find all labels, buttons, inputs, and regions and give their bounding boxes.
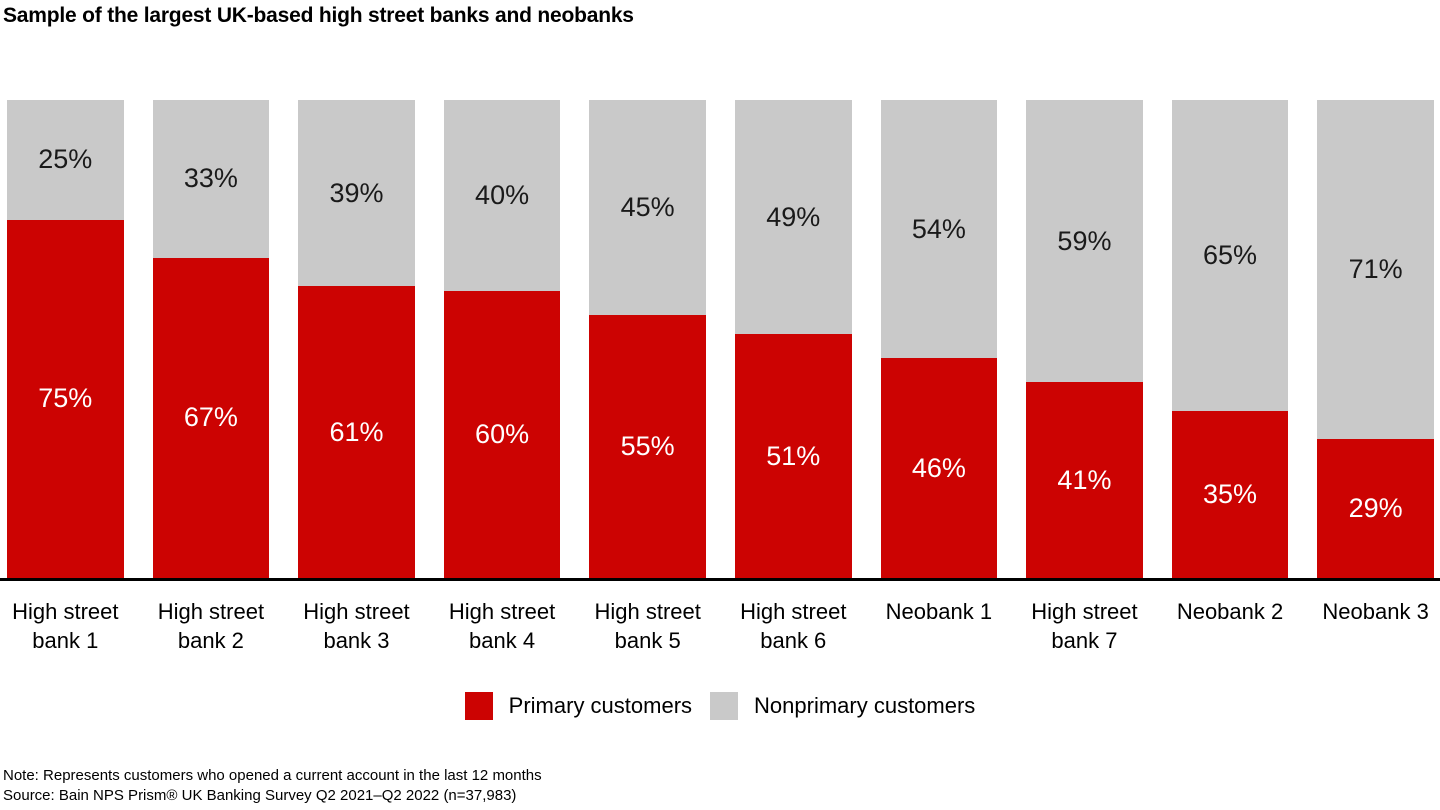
- primary-value-label: 55%: [620, 431, 675, 462]
- primary-segment: 29%: [1317, 439, 1434, 578]
- category-axis: High street bank 1 High street bank 2 High s…: [7, 597, 1434, 655]
- category-label-2: High street bank 2: [157, 599, 265, 653]
- primary-value-label: 75%: [38, 383, 93, 414]
- primary-segment: 55%: [589, 315, 706, 578]
- legend: Primary customers Nonprimary customers: [0, 692, 1440, 720]
- category-label-4: High street bank 4: [448, 599, 556, 653]
- category-label-8: High street bank 7: [1031, 599, 1138, 653]
- nonprimary-value-label: 65%: [1203, 239, 1258, 270]
- nonprimary-segment: 25%: [7, 100, 124, 220]
- primary-value-label: 51%: [766, 440, 821, 471]
- nonprimary-value-label: 40%: [475, 180, 530, 211]
- footnotes: Note: Represents customers who opened a …: [3, 766, 542, 806]
- bar-chart: 25% 75% 33% 67% 39% 61% 40% 60% 45% 55% 49% 51% 54% 4…: [7, 100, 1434, 578]
- bar-7: 54% 46%: [880, 100, 998, 578]
- legend-label-primary: Primary customers: [508, 693, 693, 718]
- bar-3: 39% 61%: [298, 100, 415, 578]
- primary-segment: 51%: [734, 334, 852, 578]
- category-label-5: High street bank 5: [594, 599, 701, 653]
- primary-segment: 67%: [152, 257, 270, 578]
- nonprimary-segment: 33%: [152, 100, 270, 258]
- primary-segment: 60%: [443, 291, 561, 578]
- nonprimary-value-label: 71%: [1348, 254, 1403, 285]
- category-label-6: High street bank 6: [740, 599, 847, 653]
- category-label-7: Neobank 1: [885, 599, 993, 624]
- primary-segment: 41%: [1026, 382, 1143, 578]
- primary-value-label: 46%: [911, 452, 966, 483]
- bar-5: 45% 55%: [589, 100, 706, 578]
- primary-segment: 35%: [1171, 410, 1289, 578]
- category-label-1: High street bank 1: [12, 599, 119, 653]
- nonprimary-value-label: 49%: [766, 201, 821, 232]
- note-text: Note: Represents customers who opened a …: [3, 767, 542, 784]
- nonprimary-segment: 49%: [734, 100, 852, 335]
- primary-segment: 46%: [880, 358, 998, 578]
- nonprimary-value-label: 33%: [183, 163, 238, 194]
- legend-swatch-primary-icon: [464, 692, 493, 720]
- bar-6: 49% 51%: [734, 100, 852, 578]
- source-text: Source: Bain NPS Prism® UK Banking Surve…: [3, 787, 517, 804]
- primary-value-label: 67%: [183, 402, 238, 433]
- primary-segment: 61%: [298, 286, 415, 578]
- nonprimary-segment: 40%: [443, 100, 561, 292]
- nonprimary-segment: 39%: [298, 100, 415, 287]
- primary-value-label: 35%: [1203, 478, 1258, 509]
- legend-item-nonprimary: Nonprimary customers: [710, 692, 975, 720]
- legend-label-nonprimary: Nonprimary customers: [754, 693, 976, 718]
- nonprimary-value-label: 39%: [329, 177, 384, 208]
- category-label-9: Neobank 2: [1176, 599, 1284, 624]
- nonprimary-value-label: 45%: [620, 192, 675, 223]
- bar-4: 40% 60%: [443, 100, 561, 578]
- nonprimary-segment: 45%: [589, 100, 706, 316]
- nonprimary-value-label: 54%: [911, 213, 966, 244]
- nonprimary-segment: 54%: [880, 100, 998, 359]
- nonprimary-value-label: 25%: [38, 144, 93, 175]
- primary-value-label: 29%: [1348, 493, 1403, 524]
- bar-2: 33% 67%: [152, 100, 270, 578]
- legend-item-primary: Primary customers: [464, 692, 693, 720]
- nonprimary-segment: 59%: [1026, 100, 1143, 383]
- bar-1: 25% 75%: [7, 100, 124, 578]
- nonprimary-segment: 65%: [1171, 100, 1289, 411]
- category-label-10: Neobank 3: [1322, 599, 1429, 624]
- primary-value-label: 60%: [475, 419, 530, 450]
- legend-swatch-nonprimary-icon: [710, 692, 739, 720]
- x-axis-line: [0, 578, 1440, 581]
- bar-10: 71% 29%: [1317, 100, 1434, 578]
- page-title: Sample of the largest UK-based high stre…: [3, 4, 634, 27]
- primary-segment: 75%: [7, 219, 124, 578]
- primary-value-label: 41%: [1057, 464, 1112, 495]
- bar-8: 59% 41%: [1026, 100, 1143, 578]
- nonprimary-value-label: 59%: [1057, 225, 1112, 256]
- bar-9: 65% 35%: [1171, 100, 1289, 578]
- category-label-3: High street bank 3: [303, 599, 410, 653]
- primary-value-label: 61%: [329, 416, 384, 447]
- nonprimary-segment: 71%: [1317, 100, 1434, 440]
